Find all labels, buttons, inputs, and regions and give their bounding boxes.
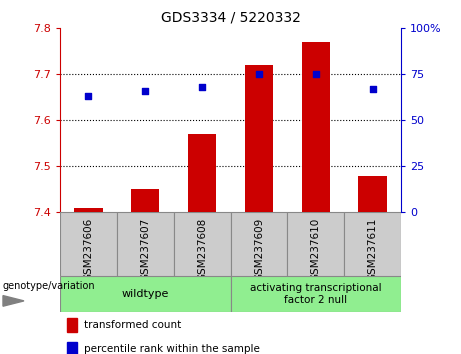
Bar — [117, 212, 174, 276]
Bar — [188, 134, 216, 212]
Bar — [344, 212, 401, 276]
Text: GSM237611: GSM237611 — [367, 217, 378, 281]
Polygon shape — [3, 296, 24, 306]
Bar — [131, 189, 160, 212]
Bar — [245, 65, 273, 212]
Point — [85, 93, 92, 99]
Point — [312, 72, 319, 77]
Text: wildtype: wildtype — [122, 289, 169, 299]
Bar — [287, 212, 344, 276]
Bar — [60, 212, 117, 276]
Bar — [230, 276, 401, 312]
Text: GSM237609: GSM237609 — [254, 217, 264, 281]
Point — [255, 72, 263, 77]
Text: GSM237610: GSM237610 — [311, 217, 321, 281]
Text: genotype/variation: genotype/variation — [3, 281, 95, 291]
Point — [369, 86, 376, 92]
Text: transformed count: transformed count — [84, 320, 181, 330]
Point — [142, 88, 149, 94]
Bar — [174, 212, 230, 276]
Text: GSM237607: GSM237607 — [140, 217, 150, 281]
Bar — [301, 42, 330, 212]
Bar — [358, 176, 387, 212]
Bar — [67, 342, 77, 354]
Text: activating transcriptional
factor 2 null: activating transcriptional factor 2 null — [250, 282, 382, 305]
Text: GSM237608: GSM237608 — [197, 217, 207, 281]
Bar — [74, 208, 102, 212]
Title: GDS3334 / 5220332: GDS3334 / 5220332 — [160, 10, 301, 24]
Bar — [230, 212, 287, 276]
Bar — [67, 319, 77, 332]
Text: GSM237606: GSM237606 — [83, 217, 94, 281]
Point — [198, 84, 206, 90]
Text: percentile rank within the sample: percentile rank within the sample — [84, 344, 260, 354]
Bar — [60, 276, 230, 312]
